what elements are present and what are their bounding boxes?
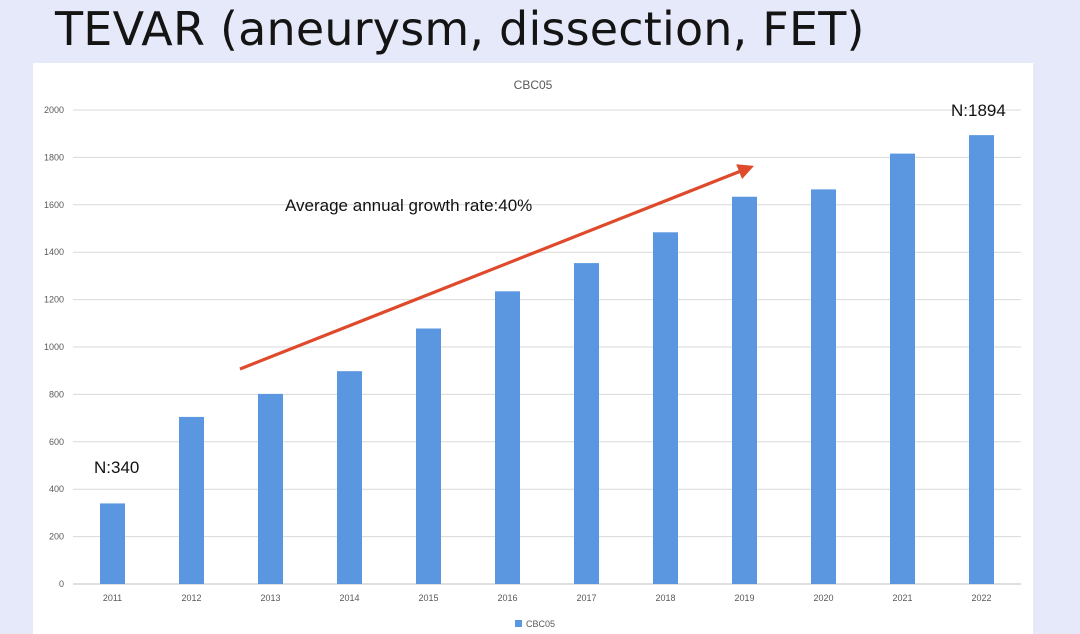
bar-2012 xyxy=(179,416,204,584)
y-tick-label: 1800 xyxy=(44,152,64,162)
bar-2011 xyxy=(100,503,125,584)
bar-2022 xyxy=(969,135,994,584)
chart-title: CBC05 xyxy=(514,78,553,92)
x-tick-label: 2015 xyxy=(418,593,438,603)
y-tick-label: 400 xyxy=(49,484,64,494)
x-tick-label: 2019 xyxy=(734,593,754,603)
y-tick-label: 600 xyxy=(49,437,64,447)
x-tick-label: 2012 xyxy=(181,593,201,603)
y-tick-label: 2000 xyxy=(44,105,64,115)
start-count-annotation: N:340 xyxy=(94,458,139,477)
y-tick-label: 1200 xyxy=(44,295,64,305)
bar-2018 xyxy=(653,232,678,585)
x-tick-label: 2022 xyxy=(971,593,991,603)
bar-2021 xyxy=(890,153,915,584)
bar-2016 xyxy=(495,291,520,584)
legend-label: CBC05 xyxy=(526,619,555,629)
growth-arrow xyxy=(239,164,754,371)
legend: CBC05 xyxy=(515,619,555,629)
y-tick-label: 1000 xyxy=(44,342,64,352)
bar-2020 xyxy=(811,189,836,584)
growth-rate-annotation: Average annual growth rate:40% xyxy=(285,196,532,215)
chart-panel: CBC05 2011 2012 2013 2014 2015 2016 2017 2018 20… xyxy=(33,63,1033,634)
y-tick-label: 0 xyxy=(59,579,64,589)
legend-swatch xyxy=(515,620,522,627)
bar-2014 xyxy=(337,371,362,584)
x-tick-label: 2013 xyxy=(260,593,280,603)
y-tick-label: 1400 xyxy=(44,247,64,257)
slide-title: TEVAR (aneurysm, dissection, FET) xyxy=(55,2,865,56)
x-tick-label: 2017 xyxy=(576,593,596,603)
y-tick-label: 800 xyxy=(49,389,64,399)
x-tick-label: 2020 xyxy=(813,593,833,603)
bar-2015 xyxy=(416,328,441,584)
end-count-annotation: N:1894 xyxy=(951,101,1006,120)
bar-2017 xyxy=(574,263,599,584)
y-tick-label: 1600 xyxy=(44,200,64,210)
x-tick-label: 2018 xyxy=(655,593,675,603)
x-tick-label: 2014 xyxy=(339,593,359,603)
y-tick-label: 200 xyxy=(49,532,64,542)
x-tick-label: 2021 xyxy=(892,593,912,603)
x-tick-label: 2016 xyxy=(497,593,517,603)
x-tick-label: 2011 xyxy=(103,593,122,603)
bar-2013 xyxy=(258,393,283,584)
bar-chart: CBC05 2011 2012 2013 2014 2015 2016 2017 2018 20… xyxy=(44,78,1021,629)
bar-2019 xyxy=(732,196,757,584)
